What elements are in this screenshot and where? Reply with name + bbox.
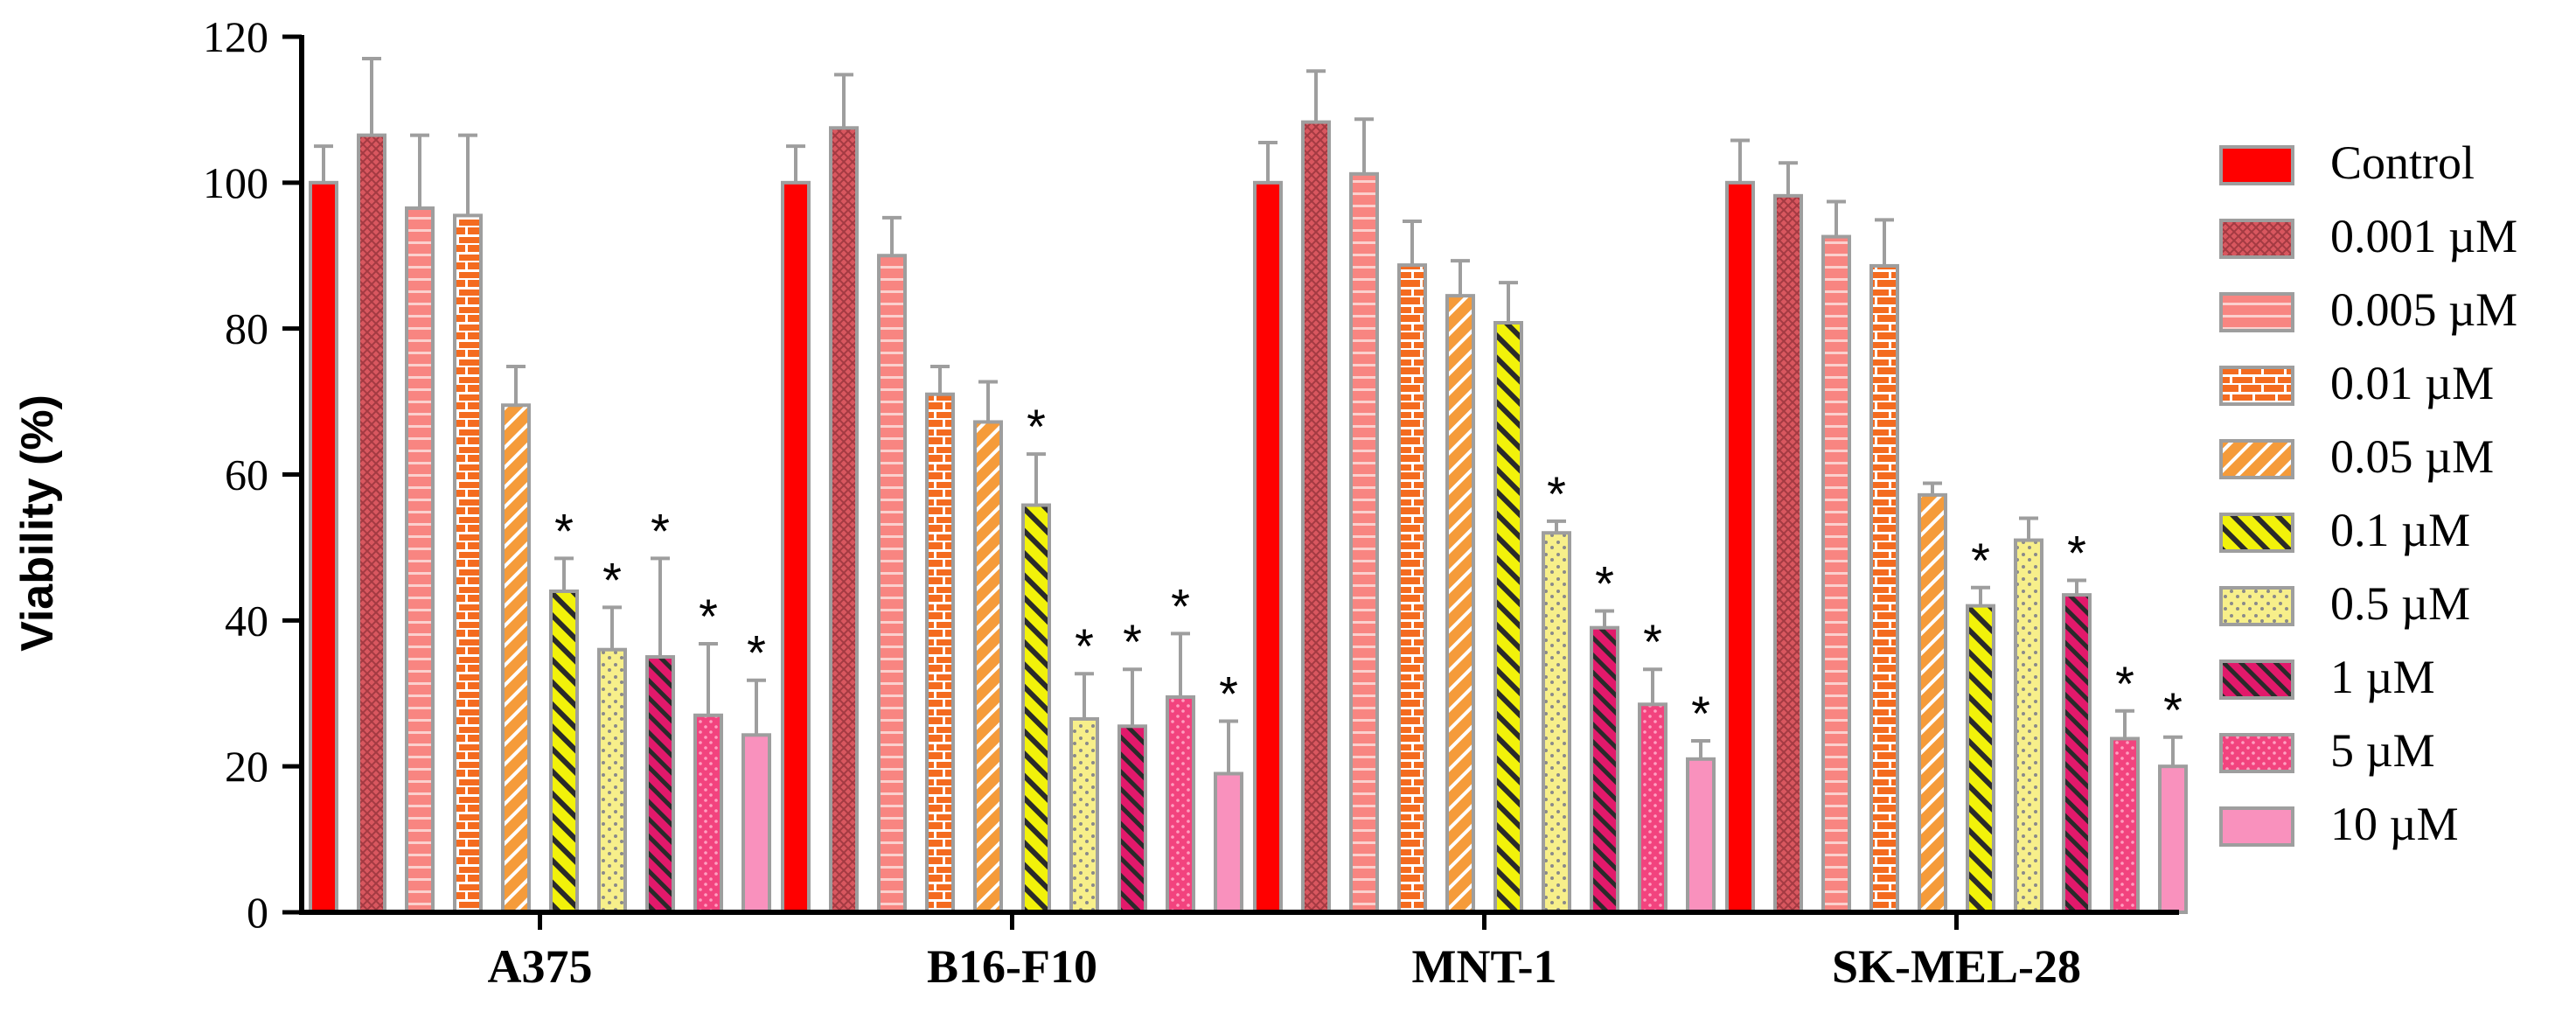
- legend-swatch: [2219, 733, 2294, 773]
- bar: [1301, 120, 1331, 915]
- bar: [1773, 193, 1803, 914]
- bar: [2110, 736, 2140, 914]
- legend-swatch: [2219, 292, 2294, 332]
- legend-label: 10 µM: [2330, 798, 2459, 850]
- bar: [597, 647, 627, 914]
- significance-star: *: [1171, 578, 1190, 633]
- significance-star: *: [1075, 618, 1094, 674]
- x-category-label: SK-MEL-28: [1832, 940, 2081, 993]
- significance-star: *: [651, 503, 670, 558]
- axes: [299, 35, 2179, 915]
- bar: [781, 180, 811, 915]
- significance-star: *: [554, 503, 574, 558]
- significance-star: *: [1027, 399, 1046, 454]
- bar: [693, 713, 723, 915]
- bar: [829, 126, 859, 915]
- y-tick-label: 80: [225, 304, 268, 353]
- legend-swatch: [2219, 219, 2294, 259]
- legend-swatch: [2219, 145, 2294, 185]
- bar: [357, 133, 386, 915]
- bar: [1686, 757, 1716, 915]
- x-category-label: MNT-1: [1411, 940, 1556, 993]
- y-tick-label: 0: [247, 888, 268, 937]
- x-axis-labels: A375 B16-F10 MNT-1 SK-MEL-28: [488, 912, 2081, 993]
- legend-label: 0.001 µM: [2330, 210, 2517, 262]
- x-category-label: A375: [488, 940, 593, 993]
- bar: [501, 403, 531, 915]
- bar: [405, 206, 435, 914]
- legend-swatch: [2219, 439, 2294, 479]
- bar: [1214, 771, 1243, 915]
- bar: [1069, 716, 1099, 915]
- significance-star: *: [2163, 682, 2183, 737]
- x-category-label: B16-F10: [927, 940, 1097, 993]
- bar: [1966, 604, 1995, 915]
- legend-swatch: [2219, 513, 2294, 553]
- y-tick-label: 100: [203, 158, 268, 207]
- y-tick-label: 40: [225, 596, 268, 645]
- legend-swatch: [2219, 366, 2294, 406]
- legend-label: 0.1 µM: [2330, 504, 2470, 556]
- bar: [1638, 702, 1667, 915]
- bar: [1253, 180, 1283, 915]
- legend-label: Control: [2330, 136, 2475, 189]
- bar: [1918, 492, 1947, 915]
- bar: [1725, 180, 1755, 915]
- legend-label: 5 µM: [2330, 724, 2435, 777]
- significance-star: *: [1547, 466, 1566, 521]
- bar: [1166, 694, 1195, 914]
- significance-star: *: [2115, 656, 2134, 711]
- significance-star: *: [1219, 666, 1238, 721]
- legend-swatch: [2219, 660, 2294, 700]
- bar: [973, 420, 1003, 914]
- bar: [1445, 294, 1475, 915]
- bar: [645, 655, 675, 915]
- bar: [741, 733, 771, 914]
- legend: Control 0.001 µM 0.005 µM 0.01 µM 0.05 µM 0.1…: [2219, 136, 2517, 850]
- legend-label: 1 µM: [2330, 651, 2435, 703]
- y-axis-ticks: 0 20 40 60 80 100 120: [203, 12, 302, 937]
- bar: [309, 180, 338, 915]
- legend-label: 0.01 µM: [2330, 357, 2494, 409]
- bar: [2158, 764, 2188, 915]
- bar: [453, 213, 483, 914]
- significance-star: *: [1595, 555, 1614, 611]
- legend-swatch: [2219, 806, 2294, 847]
- bar: [925, 392, 955, 915]
- bar: [2062, 593, 2092, 914]
- legend-label: 0.5 µM: [2330, 577, 2470, 630]
- y-axis-title: Viability (%): [12, 394, 63, 652]
- bar: [1021, 503, 1051, 914]
- bar: [1397, 263, 1427, 914]
- legend-label: 0.005 µM: [2330, 283, 2517, 336]
- significance-star: *: [747, 625, 766, 680]
- significance-star: *: [1643, 614, 1662, 669]
- bar: [1117, 724, 1147, 914]
- bar: [549, 589, 579, 914]
- legend-label: 0.05 µM: [2330, 430, 2494, 483]
- bar: [1493, 320, 1523, 914]
- significance-star: *: [1123, 614, 1142, 669]
- significance-star: *: [2067, 525, 2086, 580]
- y-tick-label: 120: [203, 12, 268, 61]
- significance-star: *: [1691, 686, 1710, 741]
- bar: [1590, 625, 1619, 914]
- y-tick-label: 60: [225, 450, 268, 499]
- y-tick-label: 20: [225, 742, 268, 791]
- significance-star: *: [699, 589, 718, 644]
- bar: [1821, 234, 1851, 915]
- bar: [1869, 263, 1899, 914]
- bar: [2014, 538, 2043, 914]
- significance-star: *: [602, 552, 622, 607]
- legend-swatch: [2219, 586, 2294, 626]
- bar: [1542, 531, 1571, 914]
- bar-marks: * * * * * * * * * * * * * * * * * *: [309, 57, 2188, 915]
- bar: [877, 254, 907, 914]
- bar: [1349, 171, 1379, 915]
- significance-star: *: [1971, 533, 1990, 588]
